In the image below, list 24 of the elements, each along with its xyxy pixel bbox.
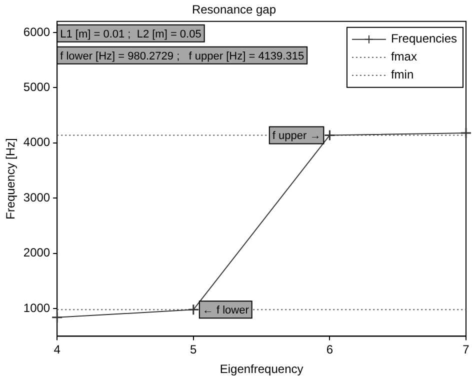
y-tick-label: 5000 [23,80,50,94]
annotation: f upper → [272,130,321,142]
y-tick-label: 2000 [23,246,50,260]
point [460,127,472,139]
x-tick-label: 4 [54,342,61,357]
point [324,129,336,141]
x-axis-title: Eigenfrequency [220,362,304,376]
point [51,312,63,324]
point [188,304,200,316]
y-axis-title: Frequency [Hz] [4,138,18,220]
x-tick-label: 7 [462,342,470,357]
x-tick-label: 6 [326,342,334,357]
chart-title: Resonance gap [192,2,276,17]
y-tick-label: 4000 [23,135,50,150]
y-tick-label: 6000 [23,24,50,39]
y-tick-label: 1000 [23,300,50,315]
legend-label: fmax [390,50,417,64]
x-tick-label: 5 [190,342,198,357]
y-tick-label: 3000 [23,190,50,204]
annotation: L1 [m] = 0.01 ; L2 [m] = 0.05 [60,28,202,40]
legend-label: Frequencies [390,32,458,46]
annotation: ← f lower [202,304,250,317]
annotation: f lower [Hz] = 980.2729 ; f upper [Hz] = 4139.315 [60,50,304,62]
legend-label: fmin [390,68,414,82]
